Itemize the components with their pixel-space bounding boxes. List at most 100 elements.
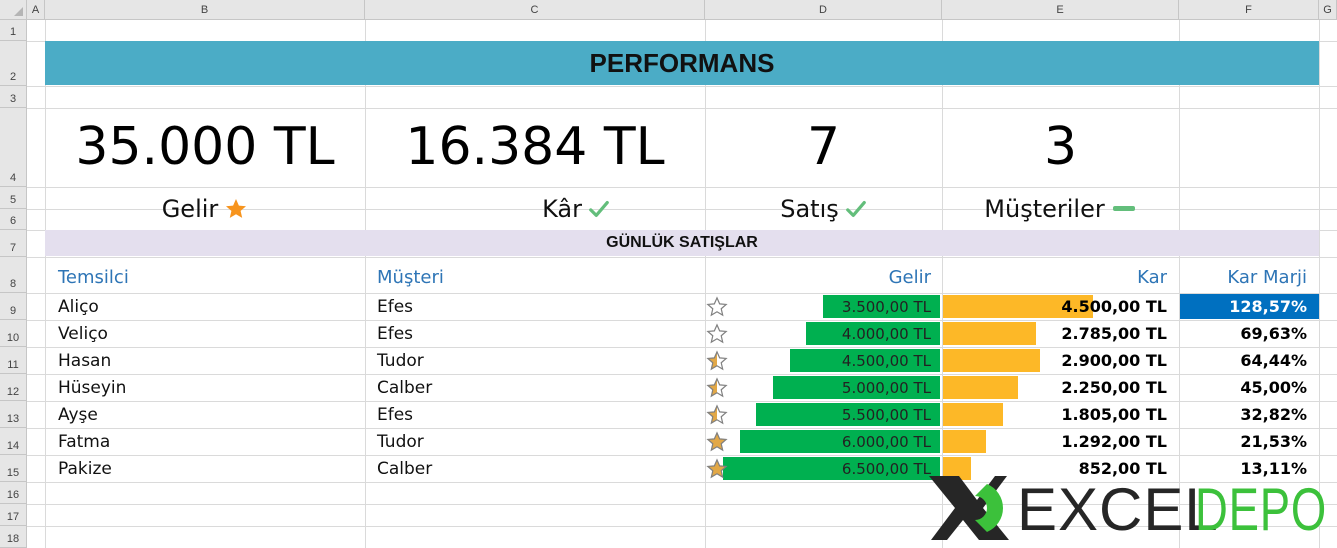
star-half-icon bbox=[706, 404, 728, 426]
star-half-icon bbox=[706, 350, 728, 372]
column-header-e[interactable]: E bbox=[942, 0, 1179, 20]
cell-temsilci[interactable]: Veliço bbox=[58, 323, 108, 344]
row-header-14[interactable]: 14 bbox=[0, 428, 27, 455]
cell-gelir[interactable]: 5.500,00 TL bbox=[841, 405, 931, 424]
cell-kar-marji[interactable]: 69,63% bbox=[1240, 324, 1307, 343]
row-header-4[interactable]: 4 bbox=[0, 108, 27, 187]
cell-gelir[interactable]: 6.000,00 TL bbox=[841, 432, 931, 451]
cell-musteri[interactable]: Efes bbox=[377, 323, 414, 344]
row-header-10[interactable]: 10 bbox=[0, 320, 27, 347]
kpi-musteriler-text: Müşteriler bbox=[984, 195, 1105, 223]
header-temsilci[interactable]: Temsilci bbox=[58, 266, 129, 288]
cell-kar-marji[interactable]: 13,11% bbox=[1240, 459, 1307, 478]
cell-musteri[interactable]: Efes bbox=[377, 404, 414, 425]
grid-vline bbox=[365, 20, 366, 548]
logo-text-dark: EXCEL bbox=[1017, 476, 1219, 542]
dashboard-title: PERFORMANS bbox=[45, 41, 1319, 85]
row-header-6[interactable]: 6 bbox=[0, 209, 27, 230]
cell-temsilci[interactable]: Aliço bbox=[58, 296, 99, 317]
cell-temsilci[interactable]: Fatma bbox=[58, 431, 111, 452]
column-header-g[interactable]: G bbox=[1319, 0, 1337, 20]
cell-kar[interactable]: 4.500,00 TL bbox=[1061, 297, 1167, 316]
cell-kar-marji[interactable]: 128,57% bbox=[1180, 294, 1319, 319]
grid-hline bbox=[27, 504, 1337, 505]
cell-gelir[interactable]: 3.500,00 TL bbox=[841, 297, 931, 316]
gelir-data-bar bbox=[740, 430, 940, 453]
kpi-gelir-value: 35.000 TL bbox=[75, 117, 335, 177]
cell-kar[interactable]: 2.900,00 TL bbox=[1061, 351, 1167, 370]
grid-hline bbox=[27, 209, 1337, 210]
row-header-8[interactable]: 8 bbox=[0, 257, 27, 293]
column-header-a[interactable]: A bbox=[27, 0, 45, 20]
grid-hline bbox=[27, 482, 1337, 483]
star-empty-icon bbox=[706, 296, 728, 318]
column-header-b[interactable]: B bbox=[45, 0, 365, 20]
cell-gelir[interactable]: 4.500,00 TL bbox=[841, 351, 931, 370]
cell-musteri[interactable]: Calber bbox=[377, 377, 433, 398]
row-header-13[interactable]: 13 bbox=[0, 401, 27, 428]
star-empty-icon bbox=[706, 323, 728, 345]
grid-hline bbox=[27, 347, 1337, 348]
grid-hline bbox=[27, 108, 1337, 109]
kar-data-bar bbox=[943, 349, 1040, 372]
check-icon bbox=[589, 200, 609, 218]
grid-hline bbox=[27, 86, 1337, 87]
row-header-2[interactable]: 2 bbox=[0, 41, 27, 86]
row-header-17[interactable]: 17 bbox=[0, 504, 27, 526]
kpi-kar-value: 16.384 TL bbox=[405, 117, 665, 177]
select-all-corner[interactable] bbox=[0, 0, 27, 20]
cell-kar[interactable]: 2.785,00 TL bbox=[1061, 324, 1167, 343]
column-header-d[interactable]: D bbox=[705, 0, 942, 20]
header-musteri[interactable]: Müşteri bbox=[377, 266, 444, 288]
star-half-icon bbox=[706, 377, 728, 399]
cell-temsilci[interactable]: Ayşe bbox=[58, 404, 98, 425]
cell-kar[interactable]: 1.805,00 TL bbox=[1061, 405, 1167, 424]
grid-vline bbox=[705, 20, 706, 548]
grid-hline bbox=[27, 187, 1337, 188]
row-header-7[interactable]: 7 bbox=[0, 230, 27, 257]
kpi-musteriler-value: 3 bbox=[1043, 117, 1078, 177]
cell-musteri[interactable]: Tudor bbox=[377, 431, 424, 452]
cell-musteri[interactable]: Tudor bbox=[377, 350, 424, 371]
kpi-musteriler-label: Müşteriler bbox=[942, 188, 1179, 230]
cell-musteri[interactable]: Efes bbox=[377, 296, 414, 317]
star-full-icon bbox=[706, 431, 728, 453]
row-header-5[interactable]: 5 bbox=[0, 187, 27, 209]
row-header-12[interactable]: 12 bbox=[0, 374, 27, 401]
row-header-15[interactable]: 15 bbox=[0, 455, 27, 482]
kar-data-bar bbox=[943, 295, 1093, 318]
cell-gelir[interactable]: 6.500,00 TL bbox=[841, 459, 931, 478]
kpi-gelir-label: Gelir bbox=[45, 188, 365, 230]
kar-data-bar bbox=[943, 322, 1036, 345]
gelir-data-bar bbox=[723, 457, 940, 480]
star-full-icon bbox=[706, 458, 728, 480]
cell-kar[interactable]: 1.292,00 TL bbox=[1061, 432, 1167, 451]
cell-gelir[interactable]: 5.000,00 TL bbox=[841, 378, 931, 397]
cell-temsilci[interactable]: Hasan bbox=[58, 350, 112, 371]
cell-kar-marji[interactable]: 45,00% bbox=[1240, 378, 1307, 397]
cell-gelir[interactable]: 4.000,00 TL bbox=[841, 324, 931, 343]
header-kar-marji[interactable]: Kar Marji bbox=[1227, 266, 1307, 288]
column-header-f[interactable]: F bbox=[1179, 0, 1319, 20]
cell-temsilci[interactable]: Pakize bbox=[58, 458, 112, 479]
cell-kar-marji[interactable]: 21,53% bbox=[1240, 432, 1307, 451]
row-header-9[interactable]: 9 bbox=[0, 293, 27, 320]
cell-temsilci[interactable]: Hüseyin bbox=[58, 377, 127, 398]
row-header-1[interactable]: 1 bbox=[0, 20, 27, 41]
cell-kar[interactable]: 852,00 TL bbox=[1078, 459, 1167, 478]
grid-hline bbox=[27, 320, 1337, 321]
column-header-c[interactable]: C bbox=[365, 0, 705, 20]
cell-kar-marji[interactable]: 32,82% bbox=[1240, 405, 1307, 424]
gelir-data-bar bbox=[773, 376, 940, 399]
row-header-18[interactable]: 18 bbox=[0, 526, 27, 548]
cell-kar[interactable]: 2.250,00 TL bbox=[1061, 378, 1167, 397]
row-header-11[interactable]: 11 bbox=[0, 347, 27, 374]
header-kar[interactable]: Kar bbox=[1137, 266, 1167, 288]
row-header-3[interactable]: 3 bbox=[0, 86, 27, 108]
logo-text-green: DEPO bbox=[1195, 476, 1327, 542]
cell-musteri[interactable]: Calber bbox=[377, 458, 433, 479]
header-gelir[interactable]: Gelir bbox=[888, 266, 931, 288]
grid-hline bbox=[27, 293, 1337, 294]
cell-kar-marji[interactable]: 64,44% bbox=[1240, 351, 1307, 370]
row-header-16[interactable]: 16 bbox=[0, 482, 27, 504]
